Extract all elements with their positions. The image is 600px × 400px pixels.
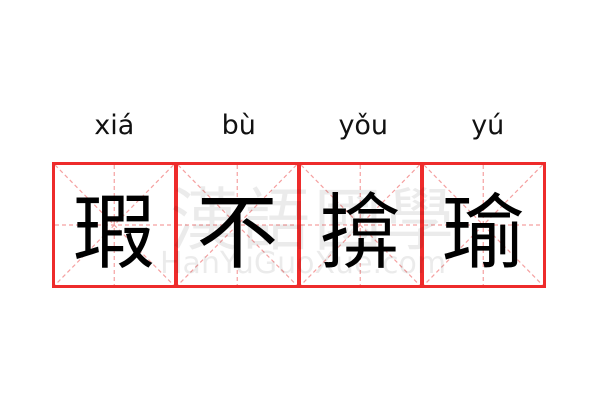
grid-guides <box>301 165 420 285</box>
character-4: 瑜 <box>442 185 525 281</box>
character-grid: 瑕 不 揜 瑜 <box>52 162 550 288</box>
pinyin-1: xiá <box>94 110 135 141</box>
character-3: 揜 <box>319 185 402 281</box>
grid-guides <box>55 165 174 285</box>
character-cell: 不 <box>175 162 300 288</box>
pinyin-2: bù <box>221 110 256 141</box>
character-cell: 瑕 <box>52 162 177 288</box>
character-cell: 瑜 <box>421 162 546 288</box>
character-cell: 揜 <box>298 162 423 288</box>
grid-guides <box>424 165 543 285</box>
character-1: 瑕 <box>73 185 156 281</box>
grid-guides <box>178 165 297 285</box>
pinyin-3: yǒu <box>338 110 389 141</box>
character-2: 不 <box>196 185 279 281</box>
pinyin-4: yú <box>471 110 505 141</box>
pinyin-row: xiá bù yǒu yú <box>52 108 550 144</box>
